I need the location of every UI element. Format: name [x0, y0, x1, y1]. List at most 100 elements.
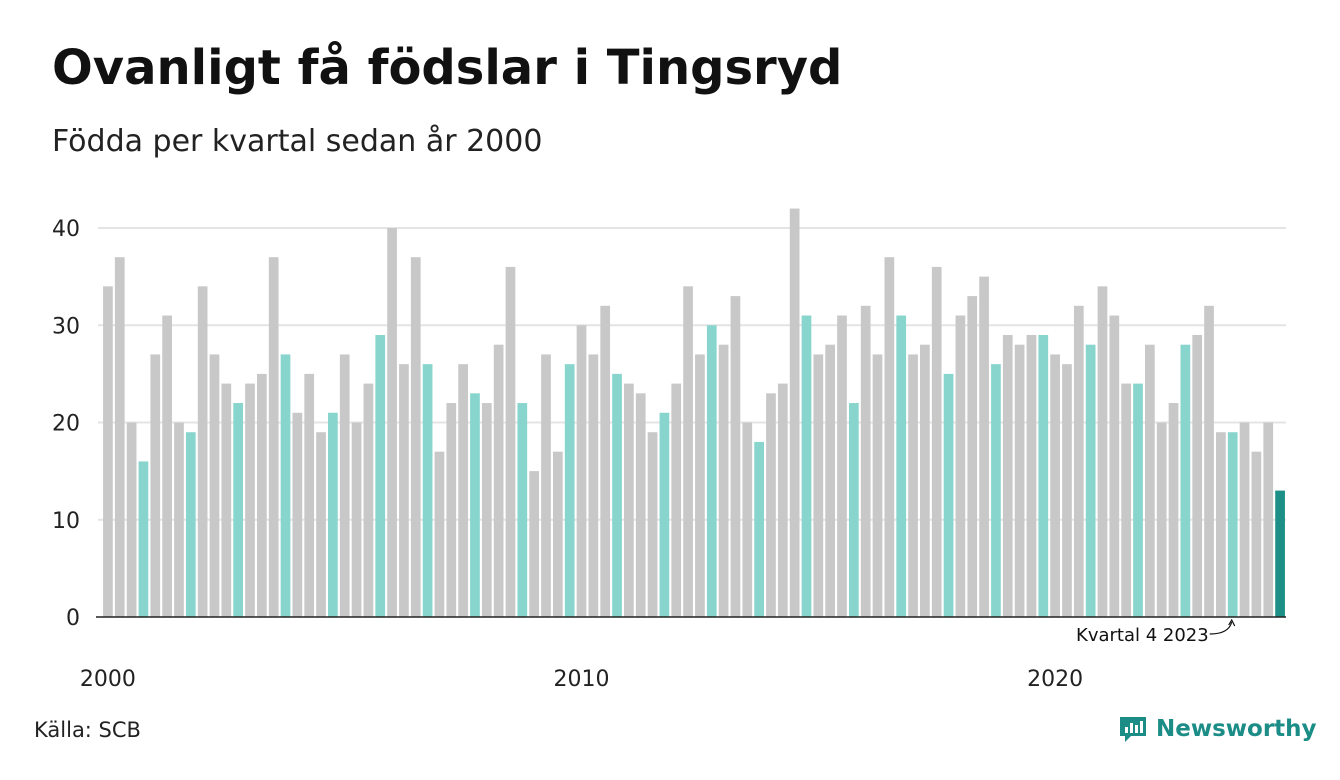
bar: [245, 383, 255, 617]
bar: [837, 315, 847, 617]
bar: [967, 296, 978, 617]
bar: [1062, 364, 1072, 617]
bar: [624, 383, 634, 617]
y-tick-label: 0: [66, 606, 80, 631]
annotation: Kvartal 4 2023: [1076, 618, 1236, 646]
bar: [1144, 344, 1155, 617]
bar: [114, 257, 125, 617]
bar: [328, 412, 338, 617]
x-tick-label: 2020: [1027, 667, 1083, 692]
bar: [1073, 305, 1084, 617]
bar: [399, 364, 409, 617]
bar: [505, 266, 516, 617]
bar: [410, 257, 421, 617]
bar: [1204, 305, 1214, 617]
bar: [600, 305, 611, 617]
bar: [872, 354, 883, 617]
bar: [647, 432, 658, 617]
bar: [931, 266, 942, 617]
brand-logo: Newsworthy: [1118, 714, 1317, 744]
bar: [1133, 383, 1143, 617]
bar: [588, 354, 599, 617]
bar: [233, 403, 244, 617]
bar: [564, 364, 575, 617]
bar: [197, 286, 208, 617]
bar: [470, 393, 480, 617]
bar: [777, 383, 788, 617]
bar: [304, 373, 315, 617]
bar: [896, 315, 907, 617]
bar: [280, 354, 291, 617]
bar: [446, 403, 457, 617]
bar: [730, 296, 741, 617]
bar: [162, 315, 172, 617]
bar: [434, 451, 445, 617]
bar: [848, 403, 859, 617]
bar: [920, 344, 930, 617]
bar: [103, 286, 113, 617]
bar: [1216, 432, 1226, 617]
bar: [422, 364, 433, 617]
bar: [695, 354, 705, 617]
bar: [1275, 490, 1285, 617]
bar: [1251, 451, 1262, 617]
bar: [612, 373, 622, 617]
bar: [1026, 334, 1037, 617]
annotation-arrow: [1209, 621, 1233, 635]
bar: [268, 257, 279, 617]
chart-subtitle: Födda per kvartal sedan år 2000: [52, 124, 543, 159]
bar: [256, 373, 267, 617]
y-axis: 0 10 20 30 40: [52, 217, 80, 631]
bar: [955, 315, 966, 617]
bar: [1050, 354, 1060, 617]
bar: [825, 344, 836, 617]
bar: [481, 403, 492, 617]
bar: [860, 305, 871, 617]
bar: [1109, 315, 1120, 617]
bar: [174, 422, 184, 617]
bar: [529, 471, 540, 617]
bar: [659, 412, 670, 617]
annotation-arrowhead: [1228, 618, 1236, 627]
bar: [1002, 334, 1013, 617]
bar: [493, 344, 504, 617]
y-tick-label: 30: [52, 314, 80, 339]
bar: [185, 432, 196, 617]
x-axis: 2000 2010 2020: [80, 667, 1083, 692]
bar: [1239, 422, 1250, 617]
bar: [150, 354, 161, 617]
bar: [1156, 422, 1167, 617]
chart-title: Ovanligt få födslar i Tingsryd: [52, 40, 843, 96]
bar: [766, 393, 776, 617]
bar: [754, 441, 764, 617]
x-tick-label: 2000: [80, 667, 136, 692]
brand-name: Newsworthy: [1156, 716, 1317, 742]
bar: [292, 412, 303, 617]
bar: [635, 393, 646, 617]
bar: [789, 208, 800, 618]
bar: [363, 383, 374, 617]
bar: [126, 422, 137, 617]
bar: [1085, 344, 1096, 617]
bars: [103, 208, 1285, 618]
bar: [351, 422, 362, 617]
bar: [1097, 286, 1108, 617]
bar: [458, 364, 468, 617]
bar: [221, 383, 232, 617]
bar: [801, 315, 812, 617]
bar: [1263, 422, 1274, 617]
bar: [541, 354, 551, 617]
bar: [339, 354, 350, 617]
bar: [813, 354, 824, 617]
newsworthy-logo-icon: [1120, 717, 1146, 742]
source-label: Källa: SCB: [34, 718, 141, 742]
annotation-label: Kvartal 4 2023: [1076, 625, 1209, 646]
bar: [908, 354, 918, 617]
bar: [316, 432, 326, 617]
bar: [718, 344, 729, 617]
bar: [209, 354, 220, 617]
bar: [884, 257, 895, 617]
bar: [375, 334, 386, 617]
y-tick-label: 10: [52, 509, 80, 534]
y-tick-label: 20: [52, 412, 80, 437]
